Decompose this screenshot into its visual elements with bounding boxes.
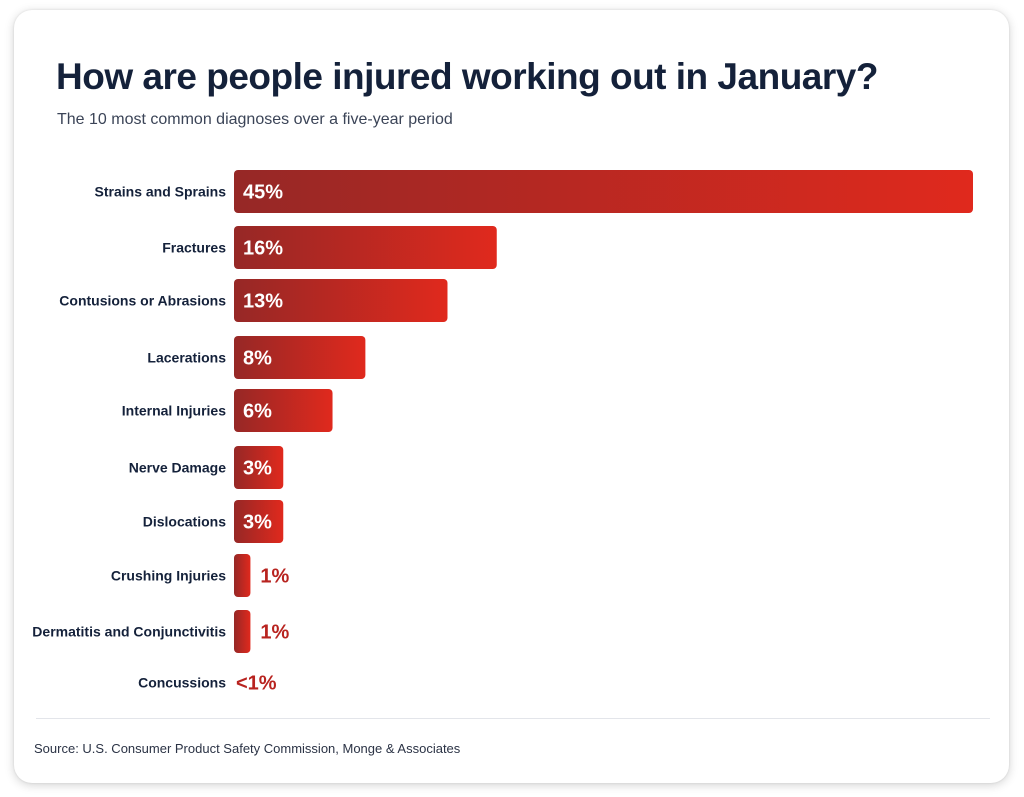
bar bbox=[234, 610, 251, 653]
bar bbox=[234, 389, 333, 432]
value-label: 1% bbox=[260, 622, 289, 644]
value-label: 3% bbox=[243, 512, 272, 534]
source-note: Source: U.S. Consumer Product Safety Com… bbox=[34, 741, 461, 756]
bar-chart: Strains and Sprains 45% Fractures 16% Contus… bbox=[32, 170, 973, 695]
category-label: Strains and Sprains bbox=[95, 184, 227, 200]
category-label: Fractures bbox=[162, 240, 226, 256]
bar bbox=[234, 226, 497, 269]
value-label: 16% bbox=[243, 238, 283, 260]
category-label: Dislocations bbox=[143, 514, 226, 530]
bar bbox=[234, 500, 284, 543]
value-label: <1% bbox=[236, 673, 277, 695]
value-label: 1% bbox=[260, 566, 289, 588]
bar bbox=[234, 279, 448, 322]
category-label: Dermatitis and Conjunctivitis bbox=[32, 624, 226, 640]
value-label: 45% bbox=[243, 182, 283, 204]
bar bbox=[234, 336, 366, 379]
category-label: Contusions or Abrasions bbox=[59, 293, 226, 309]
value-label: 6% bbox=[243, 401, 272, 423]
category-label: Internal Injuries bbox=[122, 403, 226, 419]
category-label: Crushing Injuries bbox=[111, 568, 226, 584]
bar bbox=[234, 554, 251, 597]
category-label: Lacerations bbox=[147, 350, 226, 366]
chart-subtitle: The 10 most common diagnoses over a five… bbox=[57, 111, 453, 128]
category-label: Concussions bbox=[138, 675, 226, 691]
value-label: 3% bbox=[243, 458, 272, 480]
category-label: Nerve Damage bbox=[129, 460, 226, 476]
bar bbox=[234, 446, 284, 489]
value-label: 13% bbox=[243, 291, 283, 313]
value-label: 8% bbox=[243, 348, 272, 370]
chart-title: How are people injured working out in Ja… bbox=[56, 56, 878, 97]
chart-card: How are people injured working out in Ja… bbox=[14, 10, 1009, 783]
footer-divider bbox=[36, 718, 990, 719]
bar bbox=[234, 170, 973, 213]
